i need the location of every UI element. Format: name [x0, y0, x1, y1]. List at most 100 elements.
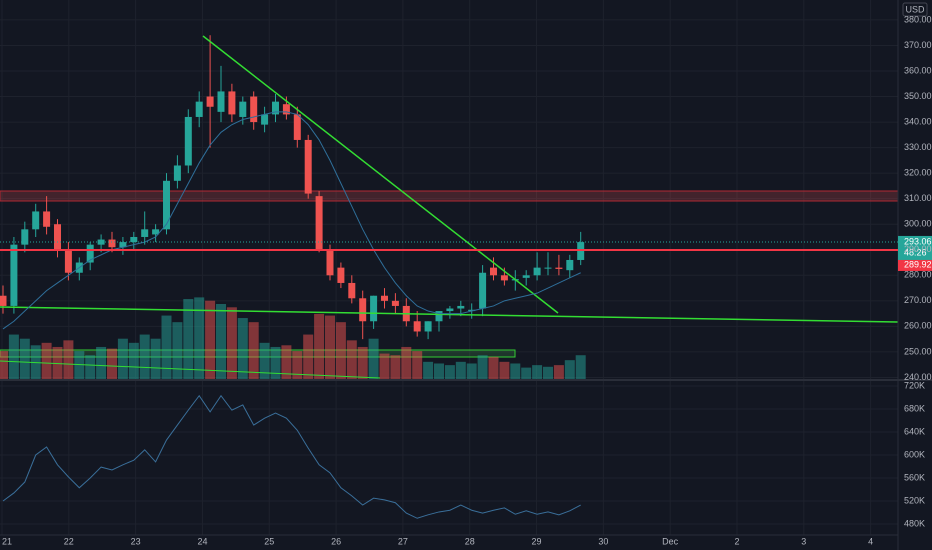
candle-body [391, 300, 399, 306]
candle-body [577, 242, 585, 260]
volume-bar [281, 345, 292, 380]
candle-body [32, 211, 40, 230]
candle-body [315, 196, 323, 250]
y-tick-label: 340.00 [904, 116, 932, 126]
candle-body [152, 229, 160, 235]
volume-bar [303, 334, 314, 380]
volume-bar [139, 334, 150, 380]
volume-bar [19, 338, 30, 380]
candle-body [141, 229, 149, 237]
volume-bar [194, 297, 205, 380]
volume-bar [423, 361, 434, 380]
volume-bar [216, 304, 226, 380]
candle-body [326, 249, 334, 276]
volume-bar [63, 340, 74, 380]
y-tick-label: 330.00 [904, 142, 932, 152]
oscillator-line [2, 394, 581, 519]
candle-body [337, 267, 345, 283]
volume-bar [532, 365, 543, 380]
volume-bar [444, 365, 455, 380]
volume-bar [8, 334, 19, 380]
volume-bar [412, 351, 423, 380]
candle-body [195, 101, 203, 117]
volume-bar [172, 322, 183, 380]
grid [0, 0, 898, 535]
volume-bar [237, 318, 248, 380]
candle-body [446, 308, 454, 312]
y-tick-label: 270.00 [904, 295, 932, 305]
candles [0, 35, 585, 340]
volume-bar [455, 361, 466, 380]
candle-body [533, 267, 541, 276]
candle-body [119, 242, 127, 248]
candle-body [54, 224, 61, 250]
candle-body [250, 96, 258, 123]
candle-body [10, 244, 18, 306]
osc-tick-label: 680K [904, 403, 925, 413]
candle-body [43, 211, 51, 227]
level-label: 289.92 [904, 259, 932, 269]
candle-body [272, 101, 279, 115]
candle-body [217, 91, 225, 112]
last-price-label: 293.06 [904, 236, 932, 246]
candle-body [261, 114, 269, 125]
volume-bar [390, 355, 401, 380]
candle-body [500, 275, 508, 281]
trend-line [0, 306, 899, 323]
candle-body [228, 91, 236, 115]
candle-body [206, 96, 214, 107]
candle-body [381, 295, 388, 301]
currency-box [902, 2, 928, 17]
volume-bar [379, 353, 390, 380]
x-tick-label: 26 [331, 536, 341, 546]
resistance-zone [0, 190, 899, 202]
candle-body [544, 267, 552, 269]
volume-bar [41, 342, 52, 380]
candle-body [435, 311, 443, 322]
candle-body [86, 244, 94, 263]
volume-bar [575, 355, 586, 380]
x-tick-label: 21 [2, 536, 12, 546]
volume-bar [368, 338, 379, 380]
volume-bar [259, 342, 270, 380]
candle-body [64, 249, 72, 273]
volume-bars [0, 297, 586, 380]
candle-body [413, 321, 421, 332]
y-tick-label: 280.00 [904, 270, 932, 280]
volume-bar [117, 338, 128, 380]
volume-bar [553, 365, 564, 380]
volume-bar [357, 346, 368, 380]
osc-tick-label: 720K [904, 380, 925, 390]
moving-average [2, 111, 581, 330]
y-tick-label: 250.00 [904, 346, 932, 356]
volume-bar [150, 338, 161, 380]
last-price-tag [898, 235, 932, 260]
volume-bar [314, 313, 325, 380]
x-tick-label: 30 [598, 536, 608, 546]
candle-body [282, 104, 290, 115]
x-tick-label: 27 [398, 536, 408, 546]
y-tick-label: 290.00 [904, 244, 932, 254]
trend-line [202, 35, 559, 314]
candle-body [293, 114, 301, 140]
volume-bar [226, 307, 237, 380]
candle-body [304, 139, 312, 194]
candle-body [424, 321, 432, 332]
volume-bar [107, 348, 117, 380]
candle-body [566, 259, 574, 271]
volume-bar [161, 315, 172, 380]
volume-bar [0, 351, 8, 380]
volume-bar [85, 355, 96, 380]
y-tick-label: 260.00 [904, 321, 932, 331]
volume-bar [477, 355, 488, 380]
y-tick-label: 320.00 [904, 168, 932, 178]
candle-body [522, 275, 530, 278]
y-tick-label: 300.00 [904, 219, 932, 229]
volume-bar [96, 346, 107, 380]
candle-body [184, 116, 192, 166]
volume-bar [205, 300, 216, 380]
volume-bar [292, 351, 303, 380]
volume-bar [325, 315, 335, 380]
x-tick-label: 23 [131, 536, 141, 546]
candle-body [479, 272, 487, 309]
